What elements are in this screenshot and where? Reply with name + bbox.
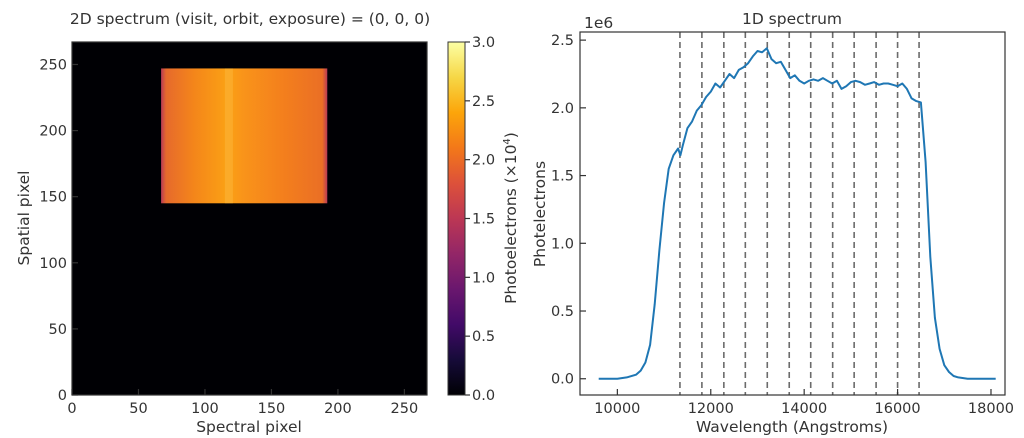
line-frame [579, 31, 1006, 396]
line-x-label: Wavelength (Angstroms) [696, 418, 888, 436]
heatmap-y-tick-label: 250 [39, 57, 67, 73]
dashed-lines [679, 32, 920, 395]
colorbar-gradient [447, 41, 466, 396]
line-y-tick-label: 2.0 [551, 101, 574, 117]
colorbar-tick-label: 1.0 [472, 270, 495, 286]
line-y-ticks: 0.0 0.5 1.0 1.5 2.0 2.5 [551, 33, 586, 388]
line-panel: 1D spectrum 1e6 10000 12000 14000 16000 1800… [531, 10, 1014, 436]
line-y-tick-label: 2.5 [551, 33, 574, 49]
colorbar-tick-label: 3.0 [472, 35, 495, 51]
heatmap-y-tick-label: 200 [39, 124, 67, 140]
line-x-tick-label: 18000 [968, 401, 1014, 417]
line-y-tick-label: 0.0 [551, 372, 574, 388]
line-x-tick-label: 14000 [781, 401, 827, 417]
heatmap-x-tick-label: 100 [191, 401, 219, 417]
heatmap-x-ticks: 0 50 100 150 200 250 [67, 389, 418, 417]
line-x-tick-label: 10000 [594, 401, 640, 417]
heatmap-y-ticks: 0 50 100 150 200 250 [39, 57, 78, 404]
line-offset-text: 1e6 [584, 14, 613, 32]
heatmap-panel: 2D spectrum (visit, orbit, exposure) = (… [15, 10, 430, 436]
line-y-tick-label: 0.5 [551, 304, 574, 320]
colorbar-tick-label: 2.5 [472, 94, 495, 110]
heatmap-y-tick-label: 100 [39, 256, 67, 272]
line-x-tick-label: 16000 [875, 401, 921, 417]
heatmap-x-tick-label: 250 [391, 401, 419, 417]
line-y-label: Photelectrons [531, 161, 549, 267]
heatmap-y-tick-label: 150 [39, 190, 67, 206]
series-line [598, 47, 996, 380]
colorbar-label-main: Photoelectrons (×10 [502, 145, 520, 304]
colorbar-tick-label: 0.0 [472, 388, 495, 404]
heatmap-frame [71, 41, 428, 396]
heatmap-x-tick-label: 50 [129, 401, 147, 417]
line-y-tick-label: 1.5 [551, 169, 574, 185]
colorbar-ticks: 0.0 0.5 1.0 1.5 2.0 2.5 3.0 [465, 35, 495, 404]
heatmap-x-tick-label: 200 [324, 401, 352, 417]
heatmap-title: 2D spectrum (visit, orbit, exposure) = (… [70, 10, 430, 28]
heatmap-x-tick-label: 150 [258, 401, 286, 417]
line-title: 1D spectrum [742, 10, 842, 28]
colorbar-tick-label: 1.5 [472, 212, 495, 228]
heatmap-y-label: Spatial pixel [15, 171, 33, 266]
colorbar-label-close: ) [502, 132, 520, 138]
colorbar-tick-label: 2.0 [472, 153, 495, 169]
heatmap-y-tick-label: 50 [49, 322, 67, 338]
illuminated-region [161, 68, 328, 204]
line-x-ticks: 10000 12000 14000 16000 18000 [594, 389, 1014, 417]
colorbar-label: Photoelectrons (×104) [502, 132, 520, 304]
peak-column [224, 68, 233, 204]
heatmap-x-tick-label: 0 [67, 401, 76, 417]
line-y-tick-label: 1.0 [551, 236, 574, 252]
colorbar-tick-label: 0.5 [472, 329, 495, 345]
heatmap-x-label: Spectral pixel [196, 418, 302, 436]
colorbar: 0.0 0.5 1.0 1.5 2.0 2.5 3.0 Photoelectrons (×1… [447, 35, 520, 404]
heatmap-y-tick-label: 0 [58, 388, 67, 404]
colorbar-label-exponent: 4 [502, 138, 513, 144]
line-x-tick-label: 12000 [688, 401, 734, 417]
